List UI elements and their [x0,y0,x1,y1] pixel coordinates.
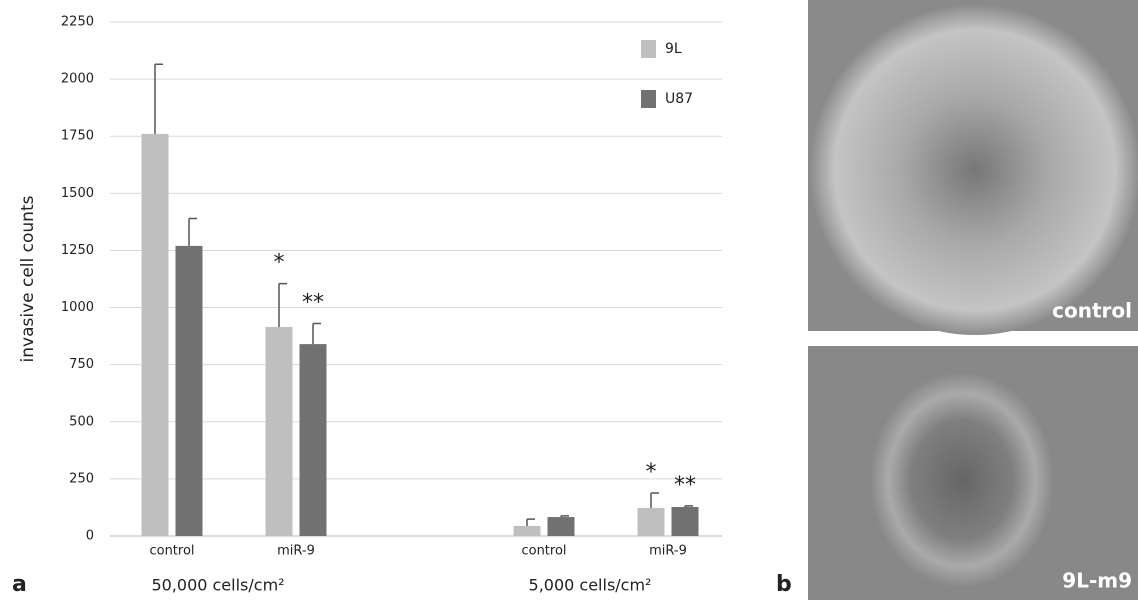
y-axis-label: invasive cell counts [18,195,38,362]
y-tick-label: 1000 [61,300,94,315]
y-tick-label: 0 [86,529,94,544]
x-tick-label: control [149,544,194,559]
legend-swatch [641,90,656,108]
bar [266,327,293,536]
y-tick-label: 2000 [61,72,94,87]
y-tick-label: 1750 [61,129,94,144]
x-tick-label: miR-9 [277,544,315,559]
bar [300,344,327,536]
bar [638,508,665,536]
panel-label: b [776,572,792,597]
y-tick-label: 1250 [61,243,94,258]
y-tick-label: 250 [69,471,94,486]
image-label: control [1052,299,1132,323]
error-bar [155,64,163,134]
legend-label: U87 [665,91,693,107]
legend-label: 9L [665,41,682,57]
legend-swatch [641,40,656,58]
error-bar [313,324,321,345]
significance-mark: * [274,251,285,276]
y-tick-label: 1500 [61,186,94,201]
bar [142,134,169,536]
x-tick-label: miR-9 [649,544,687,559]
spheroid [810,5,1138,335]
image-label: 9L-m9 [1062,569,1132,593]
bar [548,517,575,536]
group-label: 5,000 cells/cm² [529,576,652,595]
group-label: 50,000 cells/cm² [151,576,284,595]
significance-mark: ** [674,473,696,498]
y-tick-label: 500 [69,414,94,429]
figure: control 9L-m9 a b invasive cell counts 0… [0,0,1138,600]
spheroid [870,372,1054,588]
bar [672,507,699,536]
error-bar [651,493,659,508]
error-bar [279,284,287,327]
panel-label: a [12,572,27,597]
error-bar [527,519,535,526]
y-tick-label: 750 [69,357,94,372]
significance-mark: ** [302,291,324,316]
y-tick-label: 2250 [61,15,94,30]
error-bar [189,218,197,245]
error-bar [561,516,569,517]
bar [514,526,541,536]
error-bar [685,506,693,507]
x-tick-label: control [521,544,566,559]
bar [176,246,203,536]
significance-mark: * [646,460,657,485]
